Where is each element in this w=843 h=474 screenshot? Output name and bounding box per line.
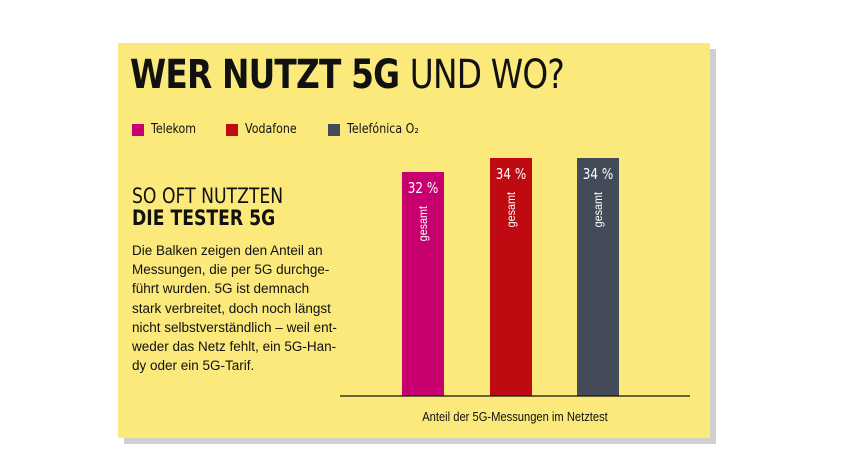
bars-group: 32 % gesamt 34 % gesamt 34 % gesamt (402, 158, 619, 396)
bar-gesamt-label-vodafone: gesamt (506, 191, 519, 227)
bar-telekom (402, 172, 444, 396)
legend-swatch-telefonica (327, 123, 340, 136)
x-axis-label: Anteil der 5G-Messungen im Netztest (422, 409, 608, 424)
subtitle-line-2: DIE TESTER 5G (132, 206, 276, 230)
description-text: Die Balken zeigen den Anteil an Messunge… (132, 243, 337, 374)
legend-item-telefonica: Telefónica O₂ (327, 122, 431, 137)
legend-label-telefonica: Telefónica O₂ (346, 122, 419, 137)
bar-vodafone (490, 158, 532, 396)
title-light: UND WO? (409, 52, 565, 98)
subtitle-line-1: SO OFT NUTZTEN (132, 184, 284, 208)
legend-item-telekom: Telekom (132, 122, 204, 137)
legend-label-telekom: Telekom (151, 122, 197, 137)
title-bold: WER NUTZT 5G (130, 52, 400, 98)
legend-item-vodafone: Vodafone (226, 122, 306, 137)
bar-chart: 32 % gesamt 34 % gesamt 34 % gesamt Anteil de… (340, 158, 690, 424)
legend-swatch-telekom (132, 123, 144, 136)
bar-gesamt-label-telekom: gesamt (418, 205, 431, 241)
infographic-card: WER NUTZT 5G UND WO? Telekom Vodafone Te… (118, 43, 710, 438)
chart-legend: Telekom Vodafone Telefónica O₂ (132, 122, 453, 137)
legend-label-vodafone: Vodafone (245, 122, 297, 137)
legend-swatch-vodafone (226, 123, 239, 136)
bar-value-label-telekom: 32 % (408, 180, 439, 198)
bar-gesamt-label-telefonica: gesamt (593, 191, 606, 227)
bar-value-label-telefonica: 34 % (583, 166, 614, 184)
bar-telefonica (577, 158, 619, 396)
bar-value-label-vodafone: 34 % (496, 166, 527, 184)
page-title: WER NUTZT 5G UND WO? (130, 51, 565, 99)
